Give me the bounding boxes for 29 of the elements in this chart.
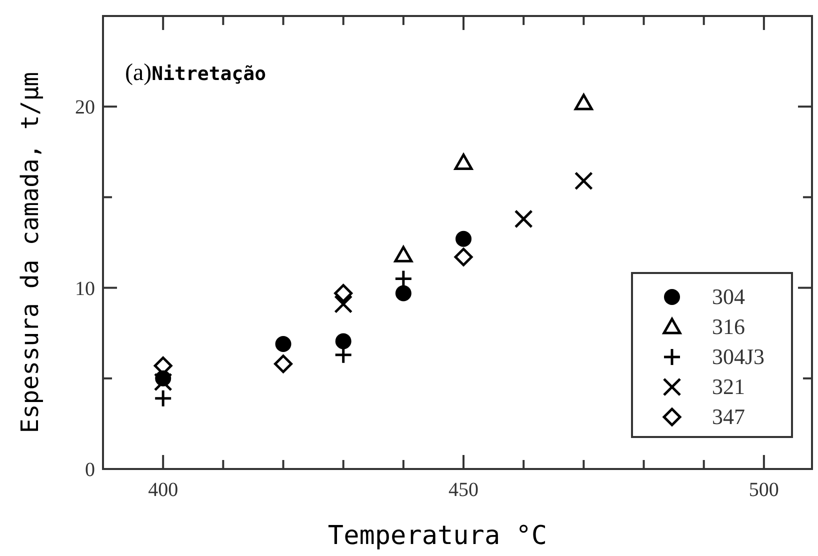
point	[334, 294, 353, 314]
point	[454, 248, 473, 266]
point	[395, 285, 412, 302]
y-tick-label: 0	[85, 459, 95, 481]
point	[274, 354, 293, 374]
legend-label: 347	[712, 404, 745, 429]
y-tick-label: 10	[75, 278, 95, 300]
y-tick-label: 20	[75, 96, 95, 119]
x-tick-label: 450	[448, 479, 479, 501]
legend-label: 304	[712, 284, 745, 309]
legend-label: 321	[712, 374, 745, 399]
x-axis-title: Temperatura °C	[328, 521, 548, 551]
point	[275, 336, 292, 352]
point	[574, 172, 593, 190]
x-tick-label: 500	[748, 479, 779, 501]
point	[335, 333, 352, 350]
legend-label: 304J3	[712, 344, 765, 369]
point	[154, 372, 172, 392]
point	[394, 246, 413, 262]
point	[154, 389, 172, 408]
point	[454, 154, 473, 170]
x-tick-label: 400	[148, 479, 178, 501]
point	[574, 94, 593, 110]
point	[334, 284, 353, 302]
legend-label: 316	[712, 314, 745, 339]
annotation: (a)Nitretação	[125, 60, 266, 86]
y-axis-title: Espessura da camada, t/μm	[16, 72, 44, 434]
point	[456, 230, 472, 247]
point	[514, 210, 533, 228]
